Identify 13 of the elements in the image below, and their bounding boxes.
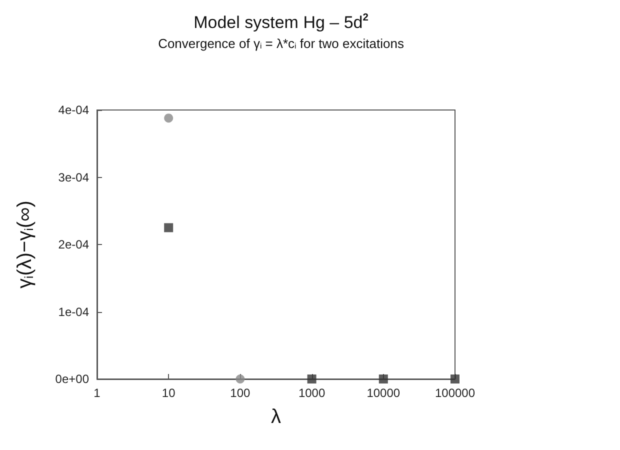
y-tick-label: 2e-04 xyxy=(58,238,90,252)
x-tick-label: 1 xyxy=(94,386,101,400)
x-axis-title: λ xyxy=(271,406,281,428)
y-axis-title: γi(λ)−γi(∞) xyxy=(14,200,36,288)
x-tick-label: 100 xyxy=(230,386,251,400)
x-tick-label: 10 xyxy=(162,386,176,400)
x-tick-label: 100000 xyxy=(434,386,476,400)
x-tick-label: 10000 xyxy=(366,386,400,400)
y-tick-label: 1e-04 xyxy=(58,304,90,319)
x-tick-label: 1000 xyxy=(298,386,326,400)
y-tick-label: 3e-04 xyxy=(58,170,90,184)
y-tick-label: 4e-04 xyxy=(58,103,90,117)
y-tick-label: 0e+00 xyxy=(55,372,90,386)
